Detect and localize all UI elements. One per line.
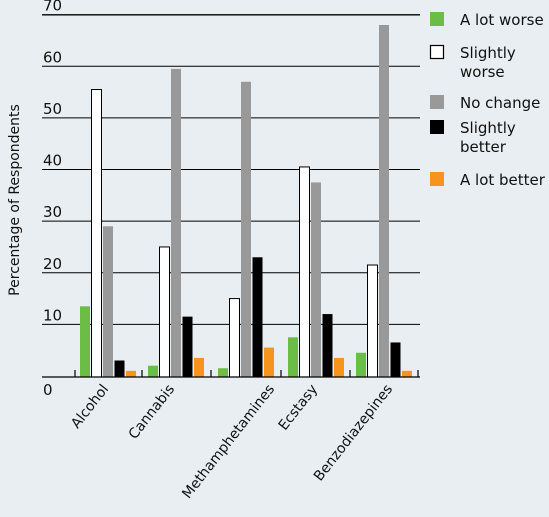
bar-alcohol-a-lot-worse — [80, 306, 90, 377]
bar-benzodiazepines-slightly-worse — [367, 264, 378, 378]
bar-benzodiazepines-no-change — [379, 25, 389, 377]
category-label-benzodiazepines: Benzodiazepines — [311, 382, 396, 485]
legend-swatch-a-lot-better — [430, 172, 444, 186]
category-labels: Alcohol Cannabis MethamphetaminesEcstasyBe… — [68, 382, 396, 502]
bar-cannabis-slightly-better — [182, 316, 193, 377]
category-label-methamphetamines: Methamphetamines — [179, 382, 278, 502]
bar-methamphetamines-slightly-better — [252, 257, 263, 377]
legend-label-a-lot-worse: A lot worse — [460, 11, 544, 29]
y-tick-labels: 0 10 20 30 40 50 60 70 — [43, 0, 62, 399]
bar-benzodiazepines-a-lot-worse — [356, 352, 366, 377]
bar-methamphetamines-slightly-worse — [229, 298, 240, 378]
bar-alcohol-slightly-worse — [91, 89, 102, 378]
bar-alcohol-no-change — [103, 226, 113, 377]
category-label-ecstasy: Ecstasy — [276, 382, 322, 434]
bar-alcohol-slightly-better — [114, 360, 125, 377]
bar-cannabis-a-lot-worse — [148, 365, 158, 377]
axes — [42, 370, 420, 378]
bar-methamphetamines-no-change — [241, 81, 251, 377]
bar-benzodiazepines-slightly-better — [390, 342, 401, 377]
bar-ecstasy-slightly-worse — [299, 166, 310, 378]
y-tick-label: 20 — [43, 255, 62, 273]
legend-swatch-no-change — [430, 95, 444, 109]
bar-cannabis-no-change — [171, 68, 181, 377]
bar-ecstasy-a-lot-better — [334, 357, 344, 377]
y-tick-label: 10 — [43, 306, 62, 324]
legend-label-a-lot-better: A lot better — [460, 171, 546, 189]
bar-ecstasy-slightly-better — [322, 314, 333, 377]
y-tick-label: 0 — [43, 381, 53, 399]
y-tick-label: 60 — [43, 48, 62, 66]
category-label-cannabis: Cannabis — [126, 382, 178, 443]
legend-swatch-a-lot-worse — [430, 12, 444, 26]
category-label-alcohol: Alcohol — [68, 382, 112, 432]
legend-label-slightly-worse: Slightly worse — [460, 44, 516, 81]
legend: A lot worse Slightly worse No change Slightl… — [429, 11, 546, 189]
bar-alcohol-a-lot-better — [126, 370, 136, 377]
y-tick-label: 70 — [43, 0, 62, 15]
legend-swatch-slightly-worse — [429, 44, 445, 60]
bar-methamphetamines-a-lot-better — [264, 347, 274, 377]
bar-benzodiazepines-a-lot-better — [402, 370, 412, 377]
bar-ecstasy-a-lot-worse — [288, 337, 298, 377]
y-tick-label: 50 — [43, 100, 62, 118]
legend-swatch-slightly-better — [430, 120, 444, 134]
bar-methamphetamines-a-lot-worse — [218, 368, 228, 377]
bars — [80, 25, 412, 378]
bar-ecstasy-no-change — [311, 182, 321, 377]
y-axis-label: Percentage of Respondents — [7, 104, 23, 296]
y-tick-label: 40 — [43, 152, 62, 170]
y-tick-label: 30 — [43, 203, 62, 221]
legend-label-no-change: No change — [460, 94, 540, 112]
bar-cannabis-a-lot-better — [194, 357, 204, 377]
bar-cannabis-slightly-worse — [159, 246, 170, 378]
legend-label-slightly-better: Slightly better — [460, 119, 516, 156]
